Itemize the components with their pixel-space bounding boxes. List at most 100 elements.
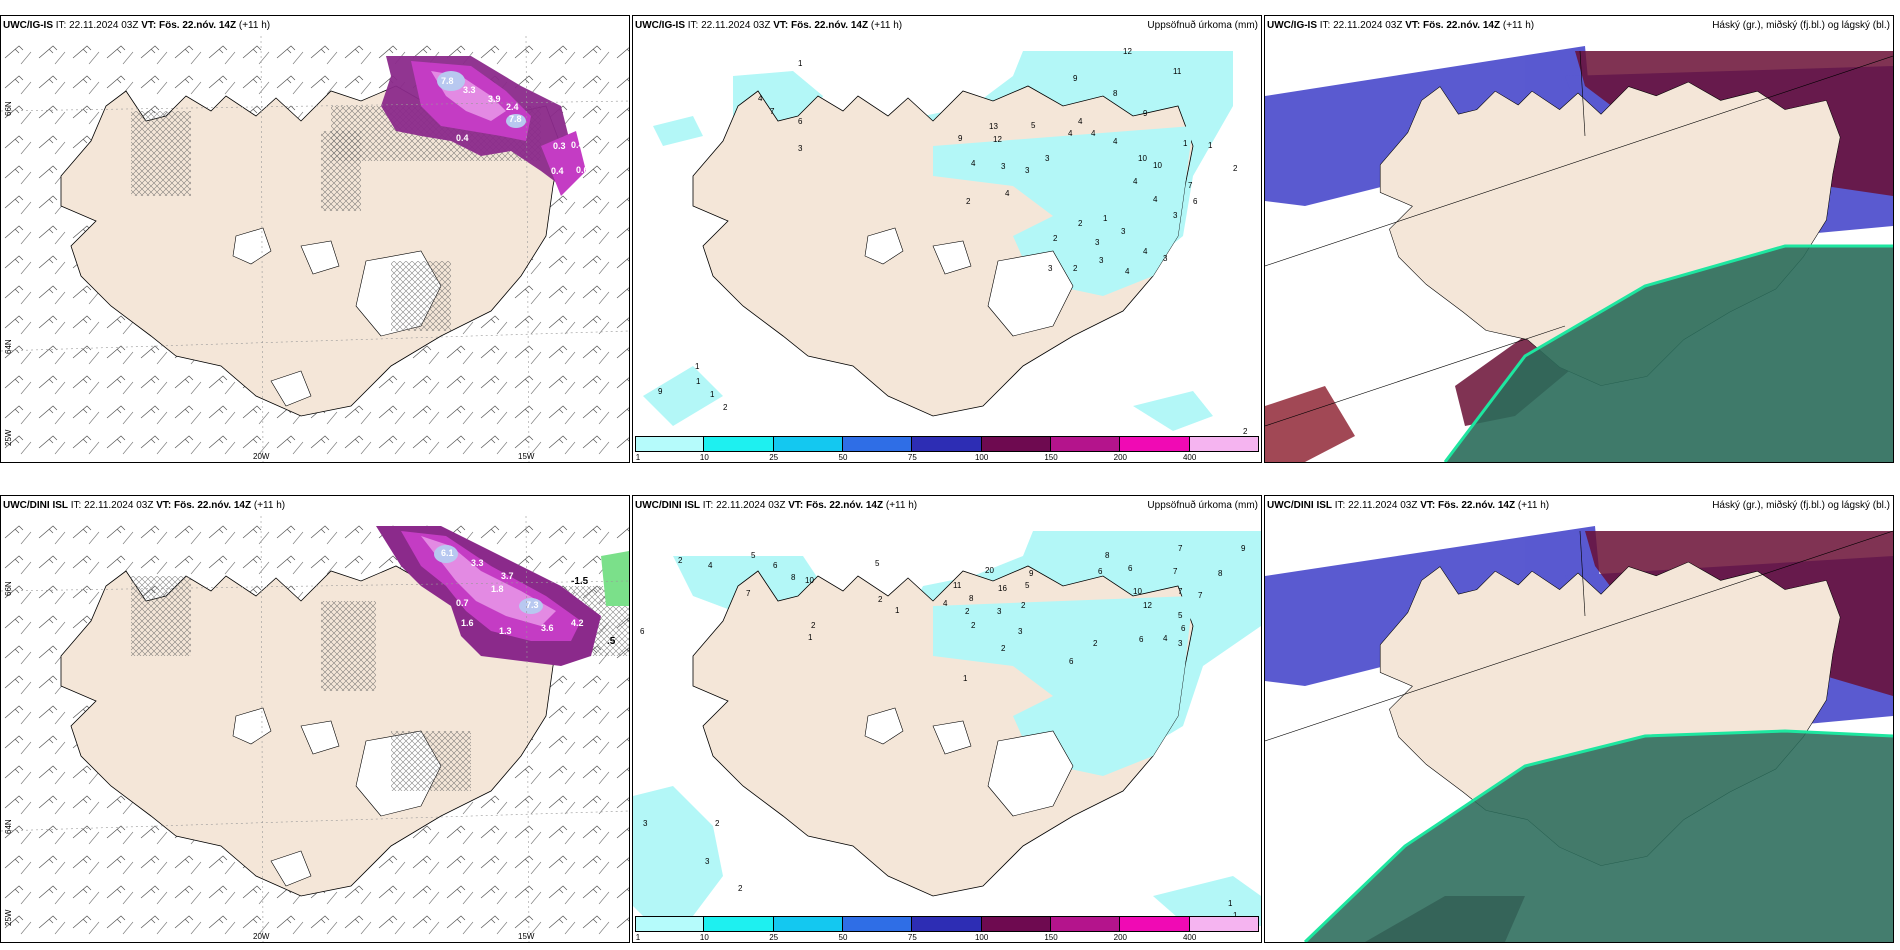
precip-colorbar: 1 10 25 50 75 100 150 200 400 [635,916,1259,942]
colorbar-swatch [981,916,1051,932]
svg-text:2: 2 [965,607,970,616]
svg-text:1: 1 [695,362,700,371]
svg-text:1: 1 [1228,899,1233,908]
svg-text:3.3: 3.3 [471,558,484,568]
svg-text:5: 5 [875,559,880,568]
svg-text:6: 6 [1181,624,1186,633]
snow-field [376,526,629,666]
svg-text:3.7: 3.7 [501,571,514,581]
svg-text:2: 2 [1001,644,1006,653]
svg-text:6: 6 [798,117,803,126]
svg-text:16: 16 [998,584,1007,593]
svg-text:.5: .5 [607,636,616,647]
svg-text:4: 4 [1125,267,1130,276]
svg-text:2: 2 [1233,164,1238,173]
svg-text:3: 3 [1173,211,1178,220]
map-wind-snow-top: 7.8 3.3 3.9 2.4 7.8 0.4 0.3 0.4 0.6 0.4 … [1,36,629,462]
map-clouds-top [1265,36,1893,462]
svg-text:3: 3 [1178,639,1183,648]
svg-text:6: 6 [1128,564,1133,573]
lon-label-25w: 25W [4,909,13,926]
svg-text:6: 6 [1098,567,1103,576]
svg-text:3: 3 [1025,166,1030,175]
svg-text:9: 9 [1073,74,1078,83]
svg-text:20: 20 [985,566,994,575]
colorbar-swatch [1120,436,1190,452]
colorbar-tick-label: 25 [769,933,779,942]
colorbar-tick-label: 150 [1044,453,1058,462]
snow-labels: 7.8 3.3 3.9 2.4 7.8 0.4 0.3 0.4 0.6 0.4 [441,76,589,176]
lat-label-66n: 66N [4,581,13,596]
map-precip-top: 1 12 11 9 8 9 10 4 7 6 3 9 13 12 5 4 4 4… [643,47,1248,436]
snow-labels: 6.1 3.3 3.7 1.8 0.7 7.3 1.6 1.3 3.6 4.2 … [441,548,616,647]
colorbar-tick-label: 100 [974,453,989,462]
colorbar-swatch [843,916,913,932]
colorbar-swatch [704,436,774,452]
svg-text:1.6: 1.6 [461,618,474,628]
colorbar-swatch [843,436,913,452]
svg-text:4.2: 4.2 [571,618,584,628]
colorbar-swatch [635,916,705,932]
colorbar-tick-label: 150 [1044,933,1058,942]
svg-text:7.3: 7.3 [526,600,539,610]
svg-text:1: 1 [1208,141,1213,150]
svg-text:9: 9 [1241,544,1246,553]
lat-label-64n: 64N [4,339,13,354]
svg-text:4: 4 [708,561,713,570]
svg-text:9: 9 [958,134,963,143]
panel-ig-wind-snow: UWC/IG-IS IT: 22.11.2024 03Z VT: Fös. 22… [0,15,630,463]
svg-text:4: 4 [758,94,763,103]
lat-label-66n: 66N [4,101,13,116]
lon-label-15w: 15W [518,932,535,941]
svg-text:4: 4 [1091,129,1096,138]
svg-text:3: 3 [1163,254,1168,263]
colorbar-tick-label: 200 [1113,453,1128,462]
map-clouds-bottom [1265,516,1893,942]
svg-text:9: 9 [658,387,663,396]
svg-text:6: 6 [773,561,778,570]
svg-text:2: 2 [1078,219,1083,228]
svg-text:3: 3 [643,819,648,828]
panel-right-title: Uppsöfnuð úrkoma (mm) [1147,500,1258,511]
lon-label-20w: 20W [253,452,270,461]
svg-text:0.4: 0.4 [456,133,469,143]
svg-text:1: 1 [798,59,803,68]
colorbar-tick-label: 100 [974,933,989,942]
svg-text:8: 8 [1105,551,1110,560]
lat-label-64n: 64N [4,819,13,834]
colorbar-swatch [1051,436,1121,452]
panel-title: UWC/IG-IS IT: 22.11.2024 03Z VT: Fös. 22… [1267,20,1535,31]
svg-text:2: 2 [678,556,683,565]
svg-text:12: 12 [1143,601,1152,610]
high-cloud [1265,244,1893,462]
map-precip-bottom: 2 4 5 6 8 10 7 2 1 5 2 1 11 16 9 8 4 5 2… [633,531,1261,932]
svg-text:3.6: 3.6 [541,623,554,633]
svg-text:7.8: 7.8 [441,76,454,86]
colorbar-swatch [981,436,1051,452]
panel-right-title: Uppsöfnuð úrkoma (mm) [1147,20,1258,31]
map-wind-snow-bottom: 6.1 3.3 3.7 1.8 0.7 7.3 1.6 1.3 3.6 4.2 … [1,516,629,942]
svg-text:5: 5 [1025,581,1030,590]
svg-text:3.3: 3.3 [463,85,476,95]
colorbar-tick-label: 1 [635,453,641,462]
svg-text:8: 8 [1218,569,1223,578]
svg-text:5: 5 [1031,121,1036,130]
panel-dini-precip: UWC/DINI ISL IT: 22.11.2024 03Z VT: Fös.… [632,495,1262,943]
svg-text:4: 4 [1153,195,1158,204]
svg-text:2: 2 [1093,639,1098,648]
svg-text:2: 2 [966,197,971,206]
svg-text:4: 4 [1113,137,1118,146]
svg-text:7: 7 [746,589,751,598]
lon-label-20w: 20W [253,932,270,941]
svg-text:-1.5: -1.5 [571,576,589,587]
panel-right-title: Háský (gr.), miðský (fj.bl.) og lágský (… [1712,500,1890,511]
iceland-land [692,85,1194,417]
colorbar-swatch [912,436,982,452]
svg-text:6: 6 [1069,657,1074,666]
snow-field [381,56,586,196]
colorbar-tick-label: 50 [838,453,848,462]
panel-ig-precip: UWC/IG-IS IT: 22.11.2024 03Z VT: Fös. 22… [632,15,1262,463]
svg-text:13: 13 [989,122,998,131]
svg-text:3.9: 3.9 [488,94,501,104]
svg-text:2: 2 [1073,264,1078,273]
